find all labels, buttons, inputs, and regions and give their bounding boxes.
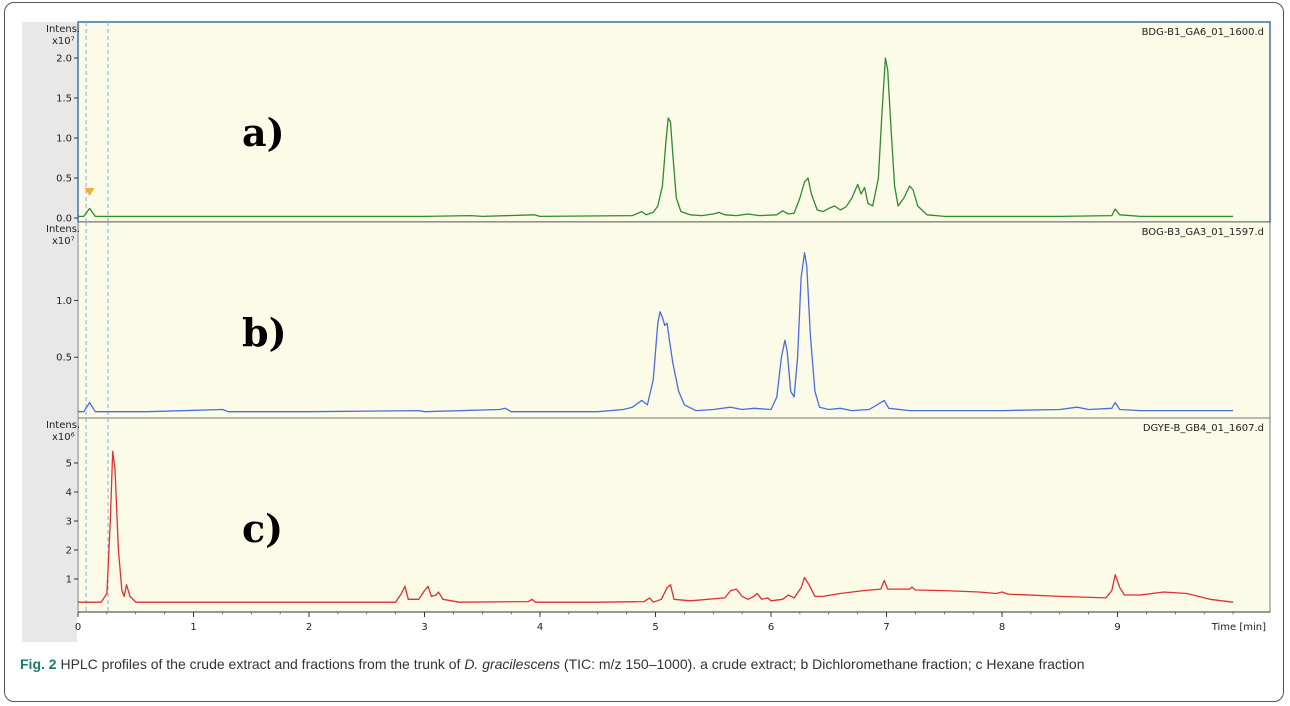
plot-area	[78, 418, 1270, 612]
x-tick-label: 5	[652, 622, 658, 633]
x-axis-label: Time [min]	[1211, 622, 1266, 633]
x-tick-label: 7	[883, 622, 889, 633]
plot-area	[78, 22, 1270, 222]
y-tick-label: 0.0	[56, 214, 72, 225]
x-tick-label: 6	[768, 622, 774, 633]
y-tick-label: 0.5	[56, 353, 72, 364]
y-exponent-label: x10⁷	[52, 36, 75, 47]
panel-c: Intens.x10⁶ 1 2 3 4 5 DGYE-B_GB4_01_1607.d c) 0 1…	[46, 417, 1271, 633]
x-tick-label: 4	[537, 622, 543, 633]
caption-fig-label: Fig. 2	[20, 656, 57, 672]
series-line	[78, 252, 1233, 413]
figure-caption: Fig. 2 HPLC profiles of the crude extrac…	[20, 655, 1275, 674]
y-tick-label: 5	[66, 459, 72, 470]
caption-text-before: HPLC profiles of the crude extract and f…	[56, 656, 465, 672]
data-file-label: BDG-B1_GA6_01_1600.d	[1142, 27, 1264, 38]
x-tick-label: 0	[75, 622, 81, 633]
peak-marker-icon	[84, 188, 95, 196]
x-tick-label: 8	[999, 622, 1005, 633]
panel-letter: a)	[242, 110, 285, 155]
y-tick-label: 1.0	[56, 134, 72, 145]
x-tick-label: 1	[190, 622, 196, 633]
y-tick-label: 4	[66, 488, 72, 499]
left-gray-strip	[22, 22, 77, 642]
x-tick-label: 3	[421, 622, 427, 633]
caption-italic-species: D. gracilescens	[464, 656, 561, 672]
x-tick-label: 9	[1114, 622, 1120, 633]
y-tick-label: 1.5	[56, 94, 72, 105]
series-line	[78, 450, 1234, 603]
y-exponent-label: x10⁷	[52, 236, 75, 247]
panel-letter: b)	[242, 310, 287, 355]
y-axis-label: Intens.	[46, 24, 80, 35]
x-tick-label: 2	[306, 622, 312, 633]
panel-a: Intens.x10⁷ 0.0 0.5 1.0 1.5 2.0 BDG-B1_GA6_01_…	[46, 21, 1271, 225]
y-tick-label: 2	[66, 546, 72, 557]
panel-b: Intens.x10⁷ 0.5 1.0 BOG-B3_GA3_01_1597.d b)	[46, 221, 1271, 419]
y-exponent-label: x10⁶	[52, 432, 75, 443]
y-tick-label: 1.0	[56, 296, 72, 307]
data-file-label: BOG-B3_GA3_01_1597.d	[1142, 227, 1264, 238]
y-tick-label: 3	[66, 517, 72, 528]
data-file-label: DGYE-B_GB4_01_1607.d	[1143, 423, 1264, 434]
panel-letter: c)	[242, 506, 283, 551]
plot-area	[78, 222, 1270, 418]
series-line	[78, 57, 1233, 218]
y-axis-label: Intens.	[46, 420, 80, 431]
y-tick-label: 1	[66, 575, 72, 586]
y-tick-label: 0.5	[56, 174, 72, 185]
y-tick-label: 2.0	[56, 54, 72, 65]
caption-text-after: (TIC: m/z 150–1000). a crude extract; b …	[560, 656, 1085, 672]
y-axis-label: Intens.	[46, 224, 80, 235]
